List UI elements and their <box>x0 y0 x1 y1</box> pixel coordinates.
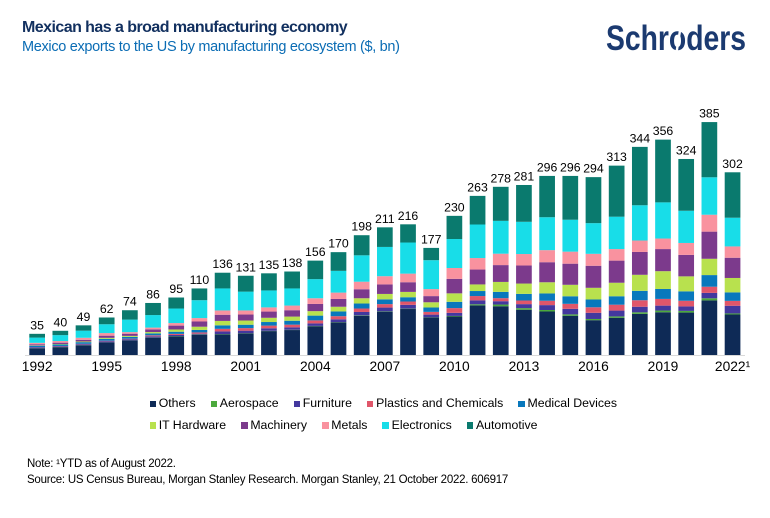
svg-text:2019: 2019 <box>648 359 679 374</box>
svg-text:385: 385 <box>699 107 720 121</box>
svg-text:110: 110 <box>190 273 210 287</box>
svg-text:198: 198 <box>351 220 372 234</box>
svg-text:1998: 1998 <box>161 359 192 374</box>
svg-text:136: 136 <box>212 257 233 271</box>
svg-text:296: 296 <box>560 160 581 174</box>
svg-text:2010: 2010 <box>439 359 470 374</box>
svg-text:49: 49 <box>77 310 91 324</box>
svg-text:356: 356 <box>653 124 674 138</box>
svg-text:2001: 2001 <box>230 359 261 374</box>
svg-text:281: 281 <box>514 169 535 183</box>
svg-text:211: 211 <box>375 212 395 226</box>
svg-text:294: 294 <box>583 162 604 176</box>
svg-text:74: 74 <box>123 295 137 309</box>
svg-text:216: 216 <box>398 209 419 223</box>
svg-text:1992: 1992 <box>22 359 53 374</box>
svg-text:35: 35 <box>30 318 44 332</box>
svg-text:263: 263 <box>467 180 488 194</box>
svg-text:40: 40 <box>53 315 67 329</box>
svg-text:302: 302 <box>722 157 743 171</box>
svg-text:2022¹: 2022¹ <box>715 359 751 374</box>
svg-text:278: 278 <box>490 171 511 185</box>
svg-text:324: 324 <box>676 143 697 157</box>
svg-text:344: 344 <box>630 131 651 145</box>
svg-text:86: 86 <box>146 287 160 301</box>
svg-text:95: 95 <box>169 282 183 296</box>
svg-text:2013: 2013 <box>509 359 540 374</box>
svg-text:62: 62 <box>100 302 114 316</box>
svg-text:170: 170 <box>328 237 349 251</box>
svg-text:230: 230 <box>444 200 465 214</box>
svg-text:138: 138 <box>282 256 303 270</box>
svg-text:2004: 2004 <box>300 359 331 374</box>
svg-text:131: 131 <box>236 260 257 274</box>
svg-text:177: 177 <box>421 232 442 246</box>
svg-text:313: 313 <box>606 150 627 164</box>
svg-text:156: 156 <box>305 245 326 259</box>
svg-text:2007: 2007 <box>369 359 400 374</box>
svg-text:296: 296 <box>537 160 558 174</box>
svg-text:1995: 1995 <box>91 359 122 374</box>
svg-text:135: 135 <box>259 258 280 272</box>
svg-text:2016: 2016 <box>578 359 609 374</box>
